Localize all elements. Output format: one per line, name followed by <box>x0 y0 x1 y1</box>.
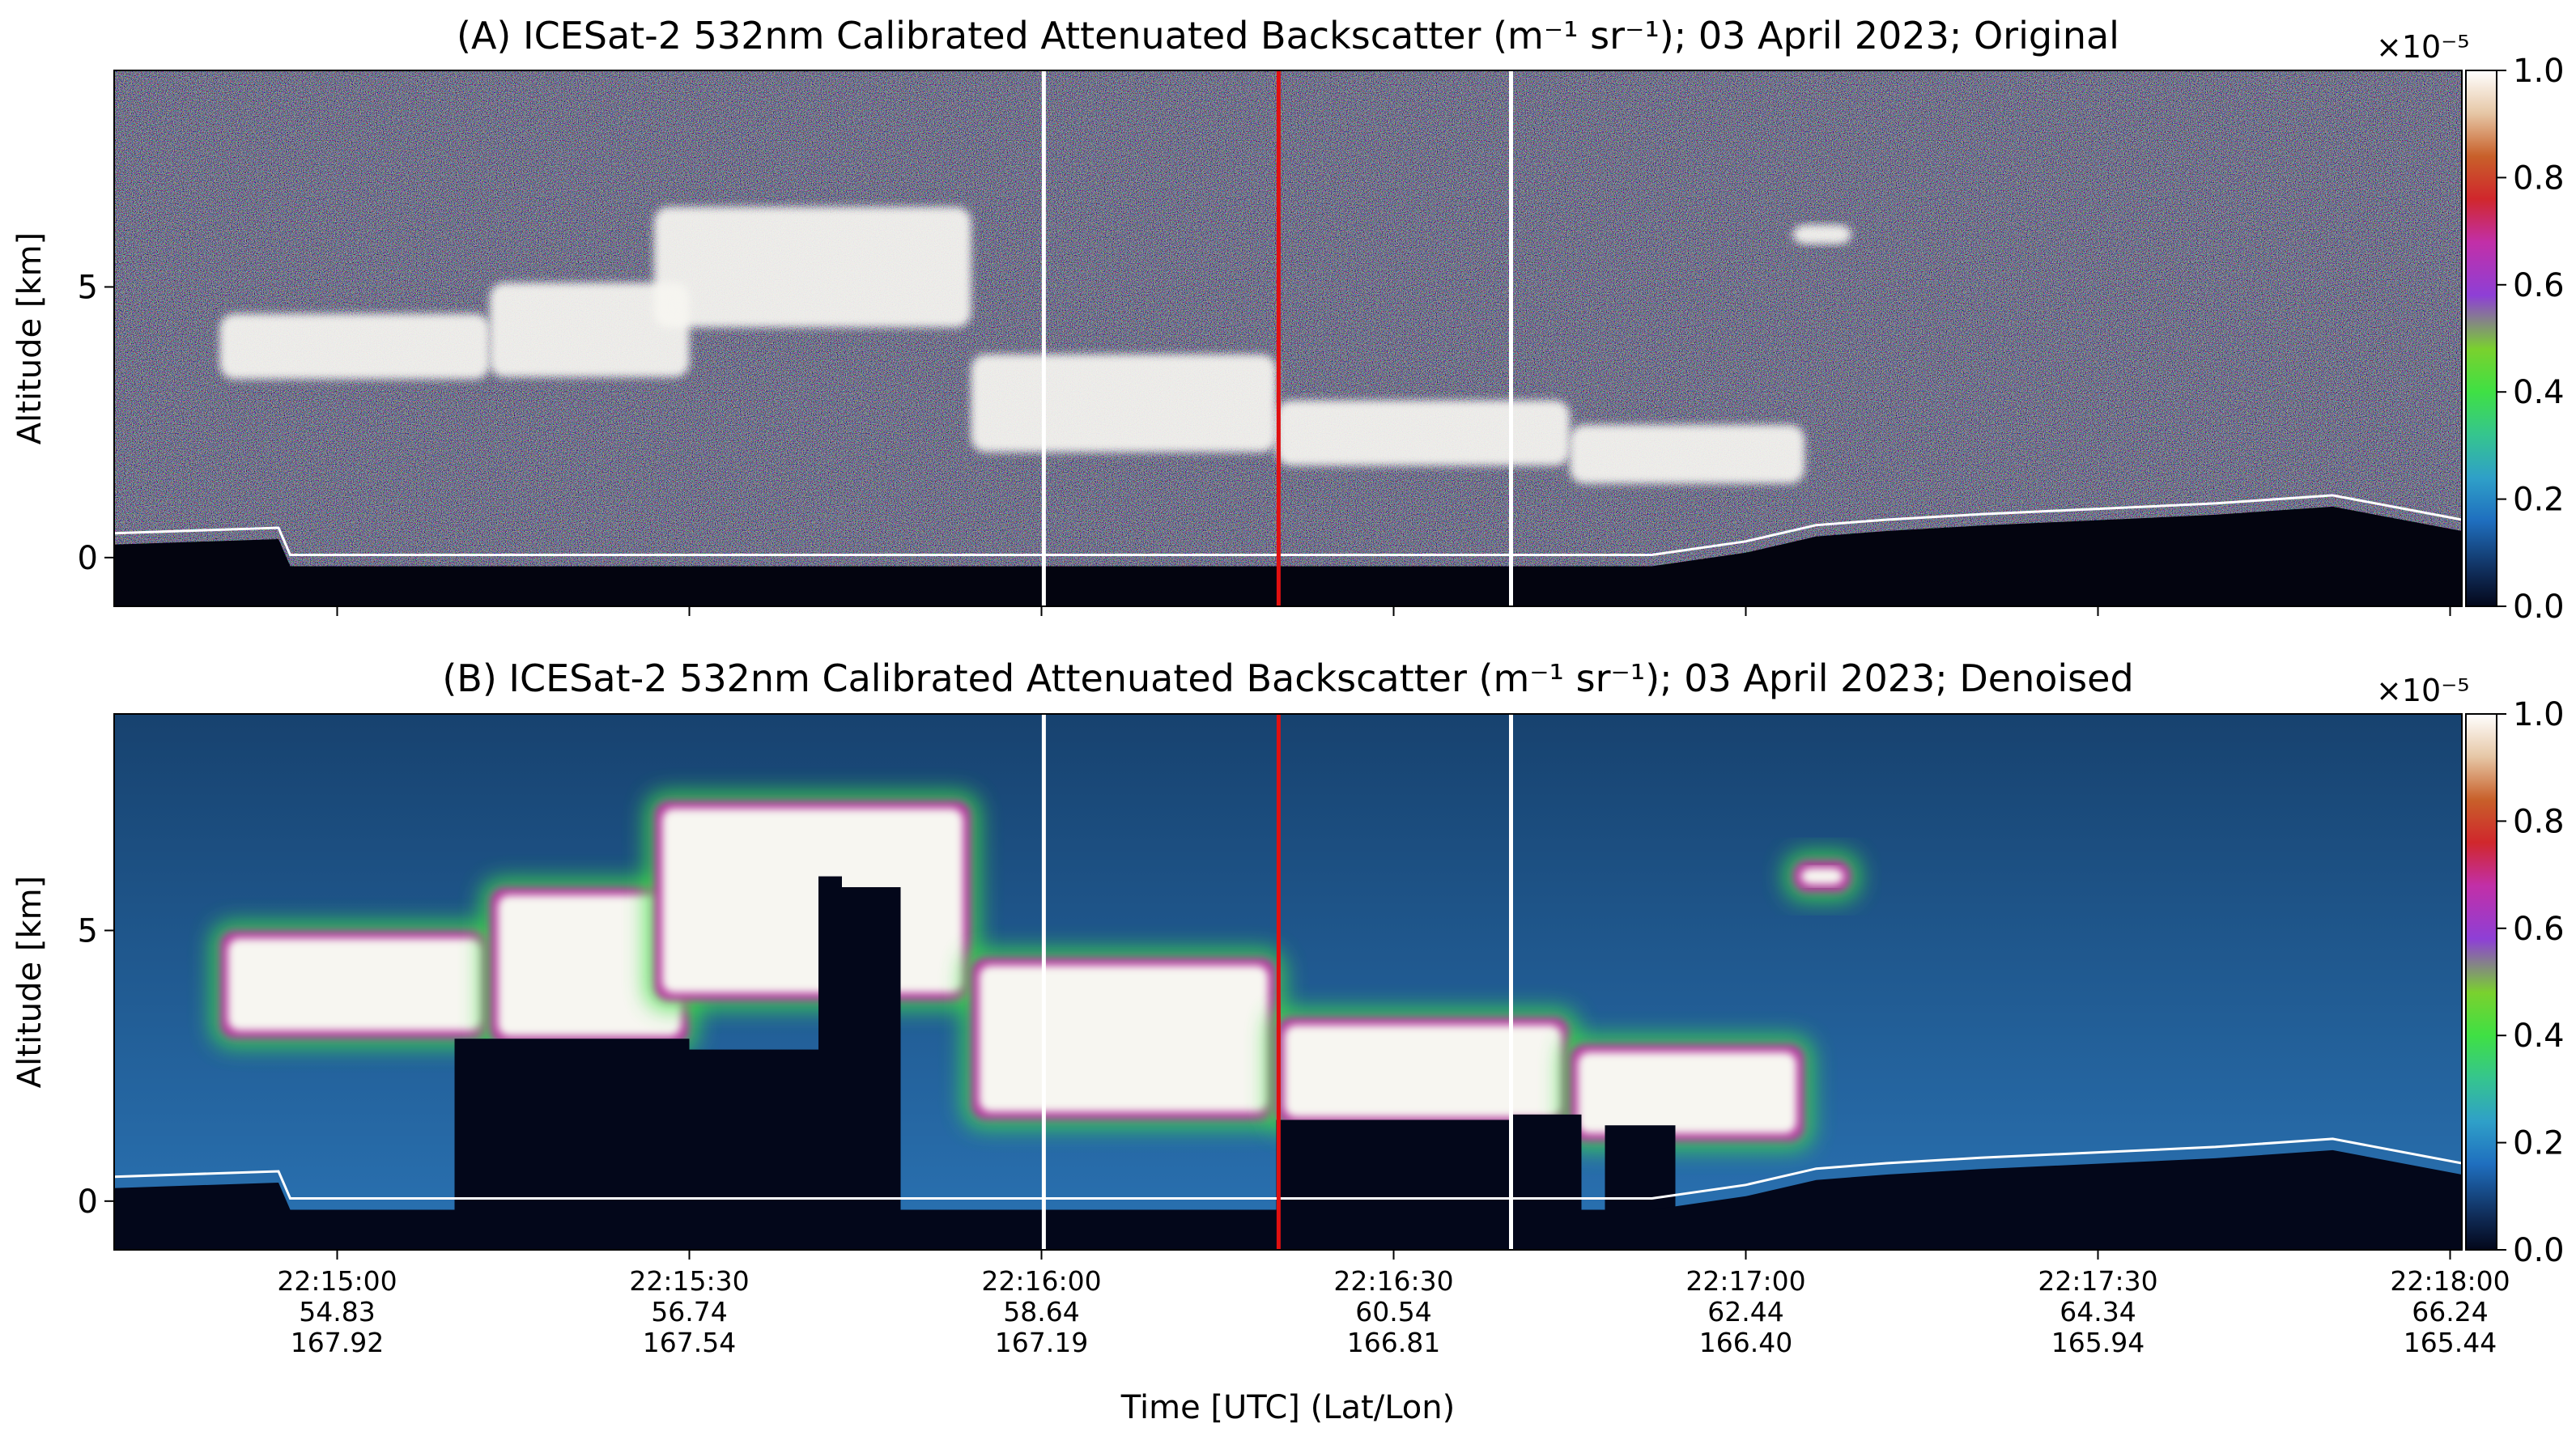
panel-a-y-label: Altitude [km] <box>11 232 49 444</box>
colorbar-tick-label: 0.8 <box>2513 159 2565 197</box>
x-axis-label: Time [UTC] (Lat/Lon) <box>1120 1389 1455 1426</box>
panel-b-image <box>114 714 2462 1250</box>
x-tick-lon: 167.54 <box>643 1327 736 1358</box>
x-tick-time: 22:17:00 <box>1685 1265 1805 1297</box>
panel-a-title: (A) ICESat-2 532nm Calibrated Attenuated… <box>457 14 2119 57</box>
surface-fill <box>114 1149 2462 1250</box>
colorbar-gradient <box>2465 713 2497 1251</box>
x-tick-lon: 167.19 <box>995 1327 1088 1358</box>
panel-b-title: (B) ICESat-2 532nm Calibrated Attenuated… <box>442 656 2133 700</box>
cloud-core <box>971 355 1277 452</box>
panel-a-clouds <box>219 206 1851 484</box>
x-tick-lat: 64.34 <box>2060 1296 2136 1328</box>
x-tick-lat: 58.64 <box>1003 1296 1079 1328</box>
colorbar-tick-label: 0.0 <box>2513 588 2565 626</box>
cloud-core <box>662 808 963 993</box>
panel-a: (A) ICESat-2 532nm Calibrated Attenuated… <box>11 14 2565 626</box>
x-tick-lon: 165.94 <box>2051 1327 2145 1358</box>
terrain-block <box>818 876 842 1250</box>
cloud-core <box>1792 224 1851 244</box>
cloud-core <box>979 965 1269 1112</box>
x-tick-time: 22:15:00 <box>277 1265 397 1297</box>
cloud-core <box>227 938 482 1031</box>
y-tick-label: 0 <box>78 1183 98 1221</box>
panel-a-ground <box>114 494 2462 606</box>
surface-line <box>114 1137 2462 1200</box>
x-tick-lat: 66.24 <box>2412 1296 2488 1328</box>
colorbar-tick-label: 0.2 <box>2513 1125 2565 1162</box>
panel-a-marker-lines <box>1041 70 1513 606</box>
cloud-core <box>1276 400 1570 466</box>
x-tick-time: 22:18:00 <box>2390 1265 2510 1297</box>
colorbar-tick-label: 1.0 <box>2513 53 2565 90</box>
terrain-block <box>842 886 901 1250</box>
y-tick-label: 0 <box>78 540 98 577</box>
x-tick-lat: 54.83 <box>299 1296 375 1328</box>
x-tick-lat: 60.54 <box>1355 1296 1431 1328</box>
colorbar-tick-label: 0.4 <box>2513 374 2565 411</box>
panel-a-image <box>114 70 2462 606</box>
cloud-core <box>490 283 690 377</box>
panel-b-y-label: Altitude [km] <box>11 876 49 1088</box>
cloud-core <box>1578 1052 1796 1134</box>
panel-a-y-axis: 05 <box>78 269 114 577</box>
x-tick-lon: 166.81 <box>1347 1327 1440 1358</box>
x-tick-lon: 165.44 <box>2404 1327 2497 1358</box>
colorbar-tick-label: 1.0 <box>2513 696 2565 733</box>
colorbar-gradient <box>2465 70 2497 607</box>
colorbar-tick-label: 0.4 <box>2513 1018 2565 1055</box>
colorbar-tick-label: 0.2 <box>2513 482 2565 519</box>
x-tick-time: 22:17:30 <box>2038 1265 2157 1297</box>
x-tick-time: 22:16:30 <box>1333 1265 1453 1297</box>
colorbar-tick-label: 0.6 <box>2513 267 2565 304</box>
colorbar-exponent: ×10⁻⁵ <box>2376 29 2469 65</box>
panel-b: (B) ICESat-2 532nm Calibrated Attenuated… <box>11 656 2565 1426</box>
panel-b-frame <box>113 713 2463 1251</box>
panel-b-colorbar: 0.0 0.2 0.4 0.6 0.8 1.0 ×10⁻⁵ <box>2376 673 2565 1269</box>
panel-a-x-ticks <box>336 606 2451 616</box>
panel-b-y-axis: 05 <box>78 912 114 1221</box>
colorbar-exponent: ×10⁻⁵ <box>2376 673 2469 708</box>
surface-line <box>114 494 2462 556</box>
cloud-core <box>1800 868 1843 885</box>
x-tick-lon: 166.40 <box>1699 1327 1792 1358</box>
panel-b-ground <box>114 1137 2462 1250</box>
cloud-core <box>1284 1025 1562 1118</box>
panel-a-frame <box>113 70 2463 607</box>
cloud-core <box>1570 424 1804 484</box>
x-tick-lat: 62.44 <box>1707 1296 1783 1328</box>
colorbar-tick-label: 0.0 <box>2513 1232 2565 1269</box>
panel-a-colorbar: 0.0 0.2 0.4 0.6 0.8 1.0 ×10⁻⁵ <box>2376 29 2565 626</box>
panel-b-clouds <box>211 792 1860 1150</box>
x-tick-lon: 167.92 <box>291 1327 384 1358</box>
x-tick-time: 22:15:30 <box>629 1265 749 1297</box>
y-tick-label: 5 <box>78 269 98 306</box>
y-tick-label: 5 <box>78 912 98 950</box>
x-tick-lat: 56.74 <box>651 1296 727 1328</box>
cloud-core <box>219 313 490 380</box>
colorbar-tick-label: 0.8 <box>2513 803 2565 840</box>
surface-fill <box>114 506 2462 606</box>
cloud-core <box>654 206 971 328</box>
panel-b-marker-lines <box>1041 714 1513 1250</box>
x-tick-time: 22:16:00 <box>981 1265 1101 1297</box>
colorbar-tick-label: 0.6 <box>2513 911 2565 948</box>
cloud-core <box>498 894 682 1036</box>
